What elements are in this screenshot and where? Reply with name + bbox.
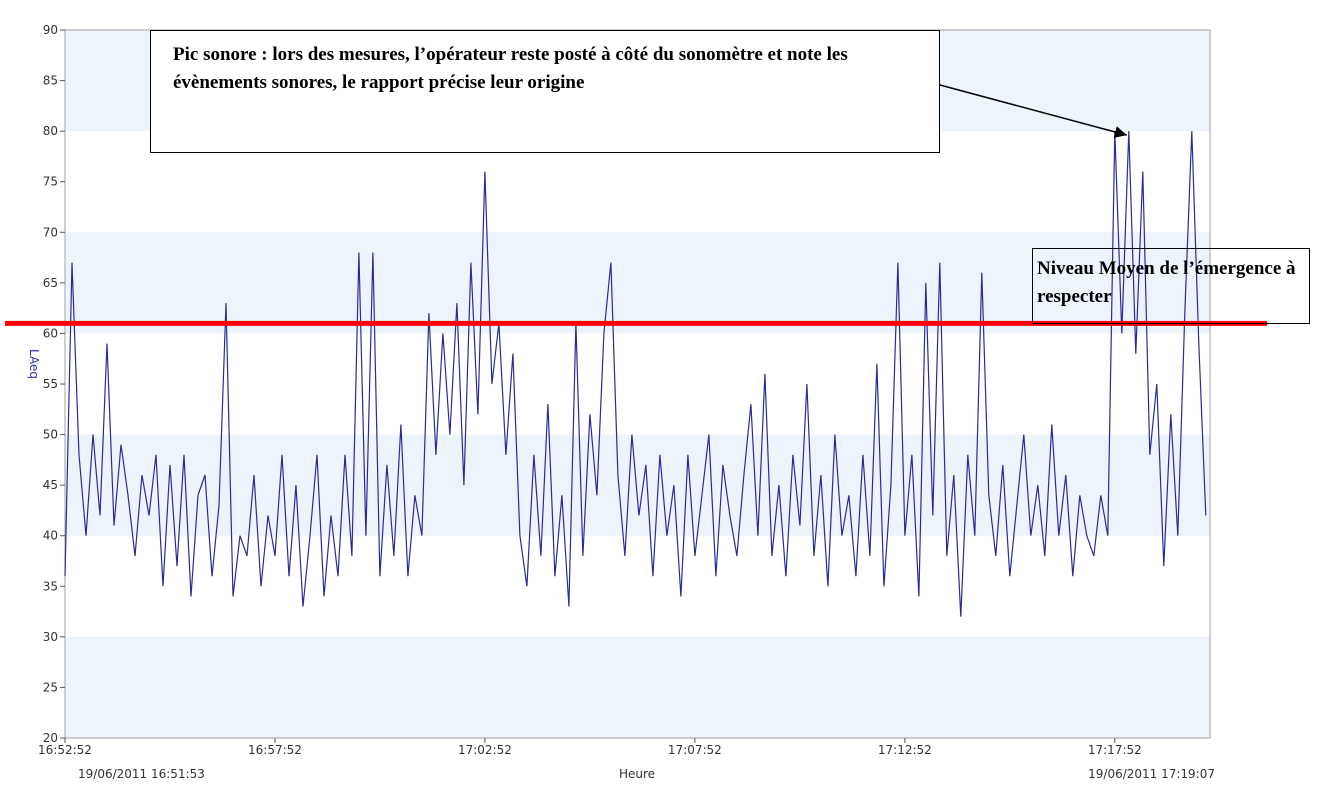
y-tick-label: 65 (43, 276, 58, 290)
y-tick-label: 45 (43, 478, 58, 492)
y-tick-label: 80 (43, 124, 58, 138)
x-tick-label: 17:17:52 (1088, 743, 1142, 757)
x-axis-label: Heure (619, 767, 655, 781)
y-tick-label: 70 (43, 225, 58, 239)
y-tick-label: 25 (43, 680, 58, 694)
end-label: 19/06/2011 17:19:07 (1088, 767, 1215, 781)
y-tick-label: 35 (43, 579, 58, 593)
x-tick-label: 17:07:52 (668, 743, 722, 757)
y-tick-label: 55 (43, 377, 58, 391)
data-line (64, 131, 1207, 617)
annotation-box: Pic sonore : lors des mesures, l’opérate… (150, 30, 940, 153)
x-tick-label: 16:52:52 (38, 743, 92, 757)
x-tick-label: 17:02:52 (458, 743, 512, 757)
start-label: 19/06/2011 16:51:53 (78, 767, 205, 781)
y-tick-label: 30 (43, 630, 58, 644)
y-tick-label: 40 (43, 529, 58, 543)
y-tick-label: 75 (43, 175, 58, 189)
annotation-arrow (939, 84, 1128, 138)
y-tick-label: 20 (43, 731, 58, 745)
reference-label: Niveau Moyen de l’émergence à respecter (1032, 248, 1310, 324)
y-tick-label: 50 (43, 428, 58, 442)
x-tick-label: 16:57:52 (248, 743, 302, 757)
x-tick-label: 17:12:52 (878, 743, 932, 757)
y-tick-label: 60 (43, 326, 58, 340)
y-tick-label: 85 (43, 74, 58, 88)
y-tick-label: 90 (43, 23, 58, 37)
band (65, 232, 1210, 334)
band (65, 636, 1210, 738)
y-axis-label: LAeq (27, 349, 41, 379)
